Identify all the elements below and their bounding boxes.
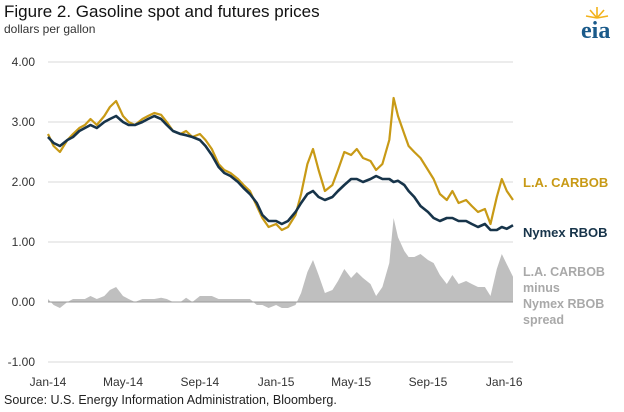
y-axis-ticks: 4.00 3.00 2.00 1.00 0.00 -1.00 bbox=[8, 55, 36, 369]
x-tick-label: Sep-14 bbox=[181, 375, 220, 389]
x-tick-label: Jan-14 bbox=[30, 375, 67, 389]
y-tick-label: 4.00 bbox=[12, 55, 36, 69]
logo-sun-icon bbox=[585, 7, 609, 19]
eia-logo: eia bbox=[581, 7, 610, 44]
series-area-spread bbox=[48, 218, 513, 308]
y-tick-label: 0.00 bbox=[12, 295, 36, 309]
series-line-nymex-rbob bbox=[47, 114, 514, 232]
x-tick-label: Jan-15 bbox=[258, 375, 295, 389]
lines-layer bbox=[47, 96, 514, 232]
chart-subtitle: dollars per gallon bbox=[4, 22, 96, 36]
spread-layer bbox=[48, 218, 513, 308]
series-line-la-carbob bbox=[47, 96, 514, 232]
label-spread-line-3: Nymex RBOB bbox=[523, 297, 604, 311]
y-tick-label: 3.00 bbox=[12, 115, 36, 129]
y-tick-label: -1.00 bbox=[8, 355, 36, 369]
y-tick-label: 2.00 bbox=[12, 175, 36, 189]
price-chart: 4.00 3.00 2.00 1.00 0.00 -1.00 Jan-14 May-14 Se… bbox=[8, 55, 609, 389]
x-tick-label: May-15 bbox=[331, 375, 371, 389]
label-nymex-rbob: Nymex RBOB bbox=[523, 225, 608, 240]
source-note: Source: U.S. Energy Information Administ… bbox=[4, 393, 337, 407]
series-labels: L.A. CARBOB Nymex RBOB L.A. CARBOB minus… bbox=[523, 175, 608, 327]
label-la-carbob: L.A. CARBOB bbox=[523, 175, 608, 190]
x-axis-ticks: Jan-14 May-14 Sep-14 Jan-15 May-15 Sep-15 Jan-… bbox=[30, 375, 523, 389]
label-spread-line-1: L.A. CARBOB bbox=[523, 265, 605, 279]
x-tick-label: Jan-16 bbox=[486, 375, 523, 389]
x-tick-label: May-14 bbox=[103, 375, 143, 389]
x-tick-label: Sep-15 bbox=[409, 375, 448, 389]
logo-text: eia bbox=[581, 18, 610, 44]
label-spread-line-2: minus bbox=[523, 281, 560, 295]
y-tick-label: 1.00 bbox=[12, 235, 36, 249]
chart-title: Figure 2. Gasoline spot and futures pric… bbox=[4, 2, 320, 21]
label-spread-line-4: spread bbox=[523, 313, 564, 327]
